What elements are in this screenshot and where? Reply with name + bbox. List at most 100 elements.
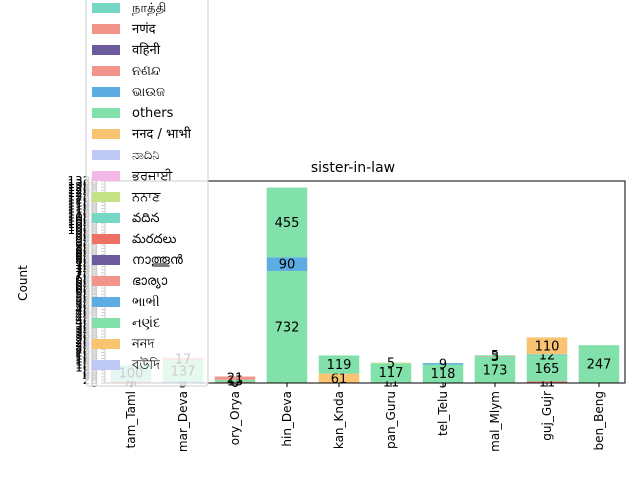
legend-label: ननद / भाभी (132, 126, 192, 142)
legend-label: ഭാര്യാ (132, 274, 168, 289)
legend-item: ନଣନ୍ଦ (92, 64, 161, 79)
bar-segment (578, 345, 620, 383)
legend-item: ഭാര്യാ (92, 274, 168, 289)
legend-swatch (92, 318, 120, 328)
legend-swatch (92, 3, 120, 13)
bar-value-label: 165 (535, 362, 560, 377)
legend-swatch (92, 297, 120, 307)
legend-label: નણંદ (132, 316, 160, 331)
legend-swatch (92, 87, 120, 97)
legend-item: others (92, 106, 174, 121)
bar-value-label: 5 (387, 357, 395, 372)
legend-item: వదిన (92, 211, 160, 226)
legend-item: नणंद (92, 22, 157, 37)
bar-segment (526, 337, 568, 355)
bar-value-label: 118 (431, 367, 456, 382)
legend-label: ননদ (131, 337, 155, 352)
x-tick-label: hin_Deva (280, 391, 294, 447)
legend-label: others (132, 106, 174, 121)
bar-segment (474, 355, 516, 357)
x-tick-label: mar_Deva (176, 391, 190, 452)
bar-segment (266, 257, 308, 271)
legend-label: বউদি (131, 357, 160, 373)
bar-stack-ben_Beng: 247 (578, 345, 620, 383)
legend-item: ਭਰਜਾਈ (92, 169, 173, 184)
legend-item: ননদ (92, 337, 155, 352)
bar-segment (266, 187, 308, 258)
legend-item: మరదలు (92, 232, 177, 247)
x-tick-label: pan_Guru (384, 391, 398, 449)
legend-item: বউদি (92, 357, 160, 373)
x-tick-label: kan_Knda (332, 391, 346, 449)
legend-swatch (92, 171, 120, 181)
legend: நாத்தி नणंद वहिनी ନଣନ୍ଦ ଭାଉଜ others ननद / भाभ… (85, 0, 209, 387)
bar-value-label: 247 (587, 358, 612, 373)
legend-item: நாத்தி (92, 1, 166, 16)
legend-label: మరదలు (132, 232, 177, 247)
bar-segment (526, 381, 568, 383)
bar-segment (526, 354, 568, 357)
legend-label: ਭਰਜਾਈ (131, 169, 173, 184)
legend-label: ਨਨਾਣ (131, 190, 161, 205)
bar-segment (214, 376, 256, 380)
y-axis-label: Count (16, 265, 30, 301)
legend-label: ભાભી (132, 294, 160, 310)
bar-segment (370, 362, 412, 364)
legend-item: ननद / भाभी (92, 126, 192, 142)
x-tick-label: tam_Taml (124, 391, 138, 448)
bar-value-label: 455 (275, 216, 300, 231)
bar-stack-hin_Deva: 732 90 455 (266, 187, 308, 383)
bar-value-label: 5 (491, 349, 499, 364)
x-tick-label: mal_Mlym (488, 391, 502, 452)
legend-item: નણંદ (92, 316, 160, 331)
legend-item: നാത്തൂൻ (92, 253, 183, 268)
bar-segment (318, 373, 360, 383)
bar-value-label: 117 (379, 366, 404, 381)
legend-swatch (92, 192, 120, 202)
legend-label: వదిన (132, 211, 160, 226)
x-axis: tam_Taml mar_Deva ory_Orya hin_Deva kan_Knda… (124, 383, 606, 452)
legend-swatch (92, 255, 120, 265)
bar-value-label: 119 (327, 358, 352, 373)
legend-label: நாத்தி (132, 1, 166, 16)
legend-swatch (92, 129, 120, 139)
legend-swatch (92, 339, 120, 349)
bar-segment (422, 364, 464, 383)
legend-label: नणंद (132, 22, 157, 37)
legend-swatch (92, 150, 120, 160)
bar-value-label: 110 (535, 339, 560, 354)
x-tick-label: tel_Telu (436, 391, 450, 436)
legend-label: ನಾದಿನಿ (132, 148, 159, 163)
legend-label: ନଣନ୍ଦ (132, 64, 161, 79)
legend-label: वहिनी (132, 42, 161, 58)
legend-swatch (92, 45, 120, 55)
legend-item: ଭାଉଜ (92, 85, 165, 100)
bar-segment (526, 356, 568, 382)
legend-item: ਨਨਾਣ (92, 190, 161, 205)
x-tick-label: ory_Orya (228, 391, 242, 445)
bar-segment (370, 381, 412, 383)
bar-value-label: 3 (491, 350, 499, 365)
legend-label: നാത്തൂൻ (132, 253, 183, 268)
legend-swatch (92, 234, 120, 244)
legend-item: ભાભી (92, 294, 160, 310)
bar-value-label: 90 (279, 258, 296, 273)
bar-value-label: 9 (439, 357, 447, 372)
legend-swatch (92, 66, 120, 76)
bar-segment (318, 355, 360, 374)
bar-segment (474, 356, 516, 383)
bar-segment (214, 379, 256, 383)
x-tick-label: guj_Gujr (540, 391, 554, 441)
legend-label: ଭାଉଜ (132, 85, 165, 100)
bar-segment (370, 363, 412, 382)
legend-item: ನಾದಿನಿ (92, 148, 159, 163)
bar-value-label: 173 (483, 363, 508, 378)
legend-item: वहिनी (92, 42, 161, 58)
bar-segment (266, 270, 308, 383)
legend-swatch (92, 213, 120, 223)
